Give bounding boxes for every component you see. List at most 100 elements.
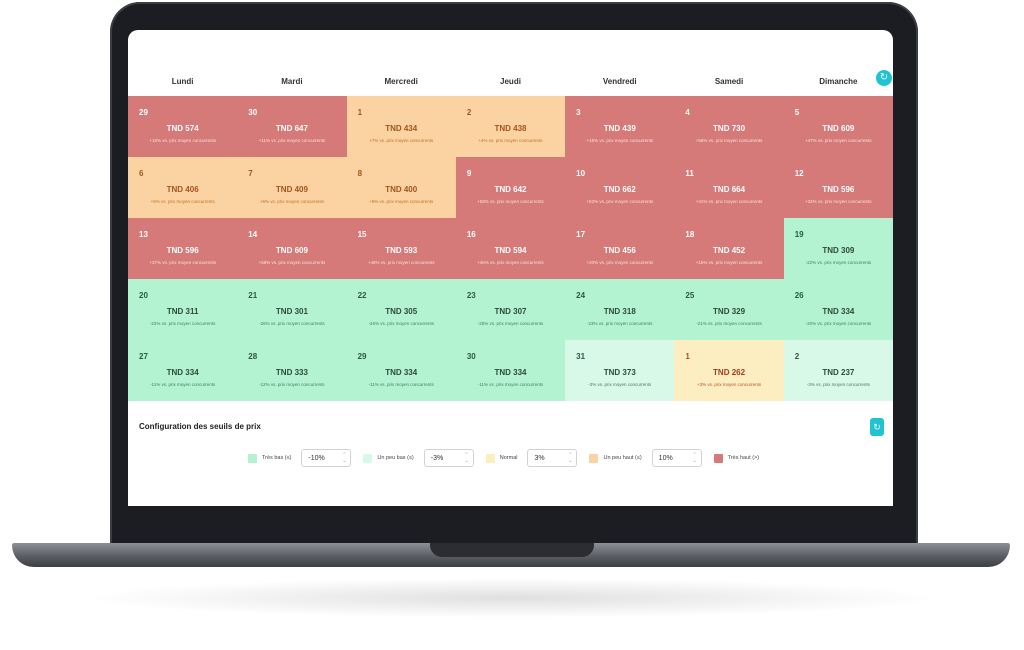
calendar-day-cell[interactable]: 15 TND 593 +48% vs. prix moyen concurrents [346, 218, 456, 279]
calendar-day-cell[interactable]: 26 TND 334 -20% vs. prix moyen concurrents [783, 279, 893, 340]
calendar-day-cell[interactable]: 29 TND 334 -11% vs. prix moyen concurrents [346, 340, 456, 401]
weekday-label: Lundi [171, 77, 194, 86]
calendar-day-cell[interactable]: 12 TND 596 +34% vs. prix moyen concurrents [783, 157, 893, 218]
calendar-day-cell[interactable]: 4 TND 730 +56% vs. prix moyen concurrents [674, 96, 784, 157]
stepper-arrows-icon[interactable]: ⌃ ⌄ [342, 452, 347, 464]
calendar-day-cell[interactable]: 7 TND 409 +6% vs. prix moyen concurrents [237, 157, 347, 218]
calendar-day-cell[interactable]: 30 TND 334 -11% vs. prix moyen concurrents [455, 340, 566, 401]
day-price: TND 301 [275, 307, 308, 316]
price-delta: +5% vs. prix moyen concurrents [369, 199, 434, 204]
calendar-day-cell[interactable]: 2 TND 438 +4% vs. prix moyen concurrents [455, 96, 566, 157]
price-delta: -23% vs. prix moyen concurrents [587, 321, 653, 326]
price-delta: +47% vs. prix moyen concurrents [805, 138, 872, 143]
day-number: 7 [248, 169, 253, 178]
threshold-legend: Très bas (≤) -10% ⌃ ⌄ Un peu bas (≤) -3% ⌃ ⌄ Nor… [248, 448, 769, 468]
day-price: TND 311 [166, 307, 199, 316]
stepper-arrows-icon[interactable]: ⌃ ⌄ [692, 452, 697, 464]
calendar-day-cell[interactable]: 20 TND 311 -22% vs. prix moyen concurrents [128, 279, 238, 340]
calendar-day-cell[interactable]: 3 TND 439 +15% vs. prix moyen concurrents [565, 96, 675, 157]
day-price: TND 262 [713, 368, 746, 377]
threshold-stepper[interactable]: 10% ⌃ ⌄ [651, 449, 702, 467]
price-delta: +34% vs. prix moyen concurrents [805, 199, 872, 204]
calendar-day-cell[interactable]: 31 TND 373 -3% vs. prix moyen concurrents [565, 340, 675, 401]
price-delta: +48% vs. prix moyen concurrents [367, 260, 435, 265]
price-delta: +15% vs. prix moyen concurrents [586, 138, 654, 143]
calendar-day-cell[interactable]: 5 TND 609 +47% vs. prix moyen concurrents [783, 96, 893, 157]
day-price: TND 237 [822, 368, 855, 377]
legend-color-swatch [589, 453, 599, 463]
calendar-day-cell[interactable]: 19 TND 309 -22% vs. prix moyen concurrents [783, 218, 893, 279]
stepper-arrows-icon[interactable]: ⌃ ⌄ [464, 452, 469, 464]
price-delta: +58% vs. prix moyen concurrents [477, 199, 544, 204]
calendar-day-cell[interactable]: 23 TND 307 -25% vs. prix moyen concurrents [455, 279, 566, 340]
legend-label: Un peu haut (≤) [603, 455, 642, 461]
calendar-day-cell[interactable]: 24 TND 318 -23% vs. prix moyen concurrents [565, 279, 675, 340]
day-number: 24 [576, 291, 586, 300]
threshold-stepper[interactable]: -10% ⌃ ⌄ [301, 449, 352, 467]
calendar-day-cell[interactable]: 11 TND 664 +41% vs. prix moyen concurrents [674, 157, 784, 218]
day-price: TND 438 [494, 124, 527, 133]
calendar-day-cell[interactable]: 21 TND 301 -26% vs. prix moyen concurrents [237, 279, 347, 340]
day-number: 18 [685, 230, 695, 239]
day-number: 2 [794, 352, 800, 361]
price-delta: +4% vs. prix moyen concurrents [478, 138, 543, 143]
calendar-day-cell[interactable]: 13 TND 596 +37% vs. prix moyen concurrents [128, 218, 238, 279]
price-delta: -26% vs. prix moyen concurrents [259, 321, 325, 326]
calendar-day-cell[interactable]: 27 TND 334 -11% vs. prix moyen concurrents [128, 340, 238, 401]
calendar-day-cell[interactable]: 30 TND 647 +11% vs. prix moyen concurrents [237, 96, 347, 157]
calendar-day-cell[interactable]: 9 TND 642 +58% vs. prix moyen concurrents [455, 157, 566, 218]
legend-color-swatch [485, 453, 495, 463]
price-delta: -21% vs. prix moyen concurrents [696, 321, 762, 326]
price-delta: +20% vs. prix moyen concurrents [586, 260, 654, 265]
calendar-day-cell[interactable]: 25 TND 329 -21% vs. prix moyen concurrents [674, 279, 784, 340]
price-delta: +7% vs. prix moyen concurrents [369, 138, 434, 143]
calendar-day-cell[interactable]: 1 TND 262 +3% vs. prix moyen concurrents [674, 340, 784, 401]
day-number: 9 [466, 169, 472, 178]
legend-label: Très bas (≤) [262, 455, 292, 461]
day-price: TND 609 [822, 124, 855, 133]
calendar-day-cell[interactable]: 16 TND 594 +46% vs. prix moyen concurrents [455, 218, 566, 279]
calendar-day-cell[interactable]: 17 TND 456 +20% vs. prix moyen concurrents [565, 218, 675, 279]
price-delta: -25% vs. prix moyen concurrents [477, 321, 544, 326]
calendar-day-cell[interactable]: 6 TND 406 +5% vs. prix moyen concurrents [128, 157, 238, 218]
calendar-day-cell[interactable]: 10 TND 662 +52% vs. prix moyen concurrents [565, 157, 675, 218]
day-price: TND 594 [494, 246, 527, 255]
day-price: TND 334 [385, 368, 418, 377]
legend-color-swatch [713, 453, 723, 463]
day-price: TND 305 [385, 307, 418, 316]
day-price: TND 333 [275, 368, 308, 377]
price-delta: -3% vs. prix moyen concurrents [588, 382, 652, 387]
threshold-value[interactable]: 3% [534, 454, 545, 462]
calendar-day-cell[interactable]: 29 TND 574 +15% vs. prix moyen concurrents [128, 96, 238, 157]
day-price: TND 593 [385, 246, 418, 255]
day-number: 13 [139, 230, 148, 239]
day-number: 10 [576, 169, 586, 178]
day-price: TND 574 [166, 124, 199, 133]
stepper-arrows-icon[interactable]: ⌃ ⌄ [568, 452, 573, 464]
weekday-label: Mardi [281, 77, 303, 86]
price-delta: +15% vs. prix moyen concurrents [695, 260, 763, 265]
refresh-calendar-button[interactable]: ↻ [876, 70, 892, 86]
day-number: 30 [248, 108, 258, 117]
threshold-value[interactable]: -3% [430, 454, 444, 462]
day-number: 1 [685, 352, 690, 361]
day-price: TND 647 [275, 124, 308, 133]
day-number: 23 [466, 291, 476, 300]
calendar-day-cell[interactable]: 2 TND 237 -3% vs. prix moyen concurrents [783, 340, 893, 401]
threshold-stepper[interactable]: -3% ⌃ ⌄ [423, 449, 474, 467]
price-delta: +11% vs. prix moyen concurrents [258, 138, 326, 143]
day-price: TND 309 [822, 246, 855, 255]
calendar-day-cell[interactable]: 18 TND 452 +15% vs. prix moyen concurrents [674, 218, 784, 279]
price-delta: +5% vs. prix moyen concurrents [150, 199, 215, 204]
threshold-stepper[interactable]: 3% ⌃ ⌄ [527, 449, 578, 467]
weekday-label: Mercredi [384, 77, 418, 86]
calendar-day-cell[interactable]: 8 TND 400 +5% vs. prix moyen concurrents [346, 157, 456, 218]
threshold-value[interactable]: 10% [658, 454, 673, 462]
calendar-day-cell[interactable]: 28 TND 333 -12% vs. prix moyen concurrents [237, 340, 347, 401]
calendar-day-cell[interactable]: 22 TND 305 -26% vs. prix moyen concurrents [346, 279, 456, 340]
refresh-thresholds-button[interactable]: ↻ [870, 418, 884, 436]
threshold-value[interactable]: -10% [308, 454, 325, 462]
price-delta: -22% vs. prix moyen concurrents [149, 321, 216, 326]
calendar-day-cell[interactable]: 1 TND 434 +7% vs. prix moyen concurrents [346, 96, 456, 157]
calendar-day-cell[interactable]: 14 TND 609 +58% vs. prix moyen concurrents [237, 218, 347, 279]
